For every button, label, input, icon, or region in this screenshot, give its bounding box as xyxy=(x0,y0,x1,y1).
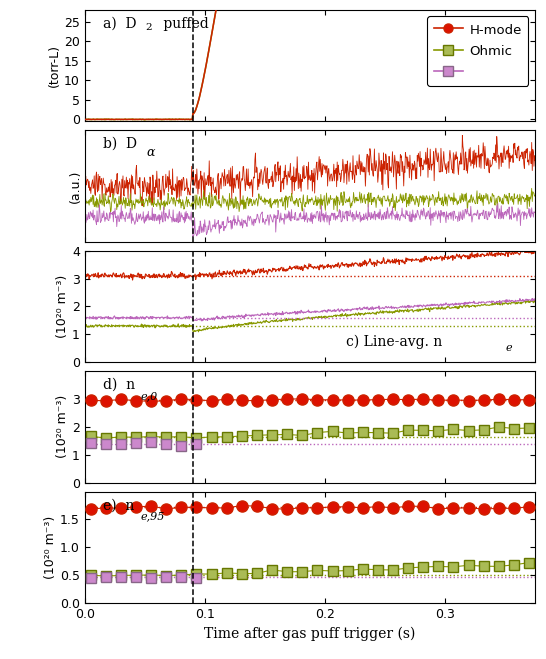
Text: e: e xyxy=(506,343,513,353)
Text: b)  D: b) D xyxy=(103,137,136,151)
Text: e)  n: e) n xyxy=(103,498,134,512)
Text: e,0: e,0 xyxy=(141,391,158,401)
Y-axis label: (10²⁰ m⁻³): (10²⁰ m⁻³) xyxy=(56,275,69,338)
Text: α: α xyxy=(147,146,155,159)
Y-axis label: (a.u.): (a.u.) xyxy=(69,169,82,203)
Text: e,95: e,95 xyxy=(141,511,165,521)
Y-axis label: (torr-L): (torr-L) xyxy=(48,44,61,87)
Y-axis label: (10²⁰ m⁻³): (10²⁰ m⁻³) xyxy=(44,515,57,579)
Text: 2: 2 xyxy=(145,23,152,32)
Text: puffed: puffed xyxy=(159,16,209,30)
X-axis label: Time after gas puff trigger (s): Time after gas puff trigger (s) xyxy=(204,627,416,641)
Text: a)  D: a) D xyxy=(103,16,136,30)
Text: c) Line-avg. n: c) Line-avg. n xyxy=(346,334,442,349)
Legend: H-mode, Ohmic,   : H-mode, Ohmic, xyxy=(428,16,529,86)
Text: d)  n: d) n xyxy=(103,378,135,392)
Y-axis label: (10²⁰ m⁻³): (10²⁰ m⁻³) xyxy=(56,395,69,459)
